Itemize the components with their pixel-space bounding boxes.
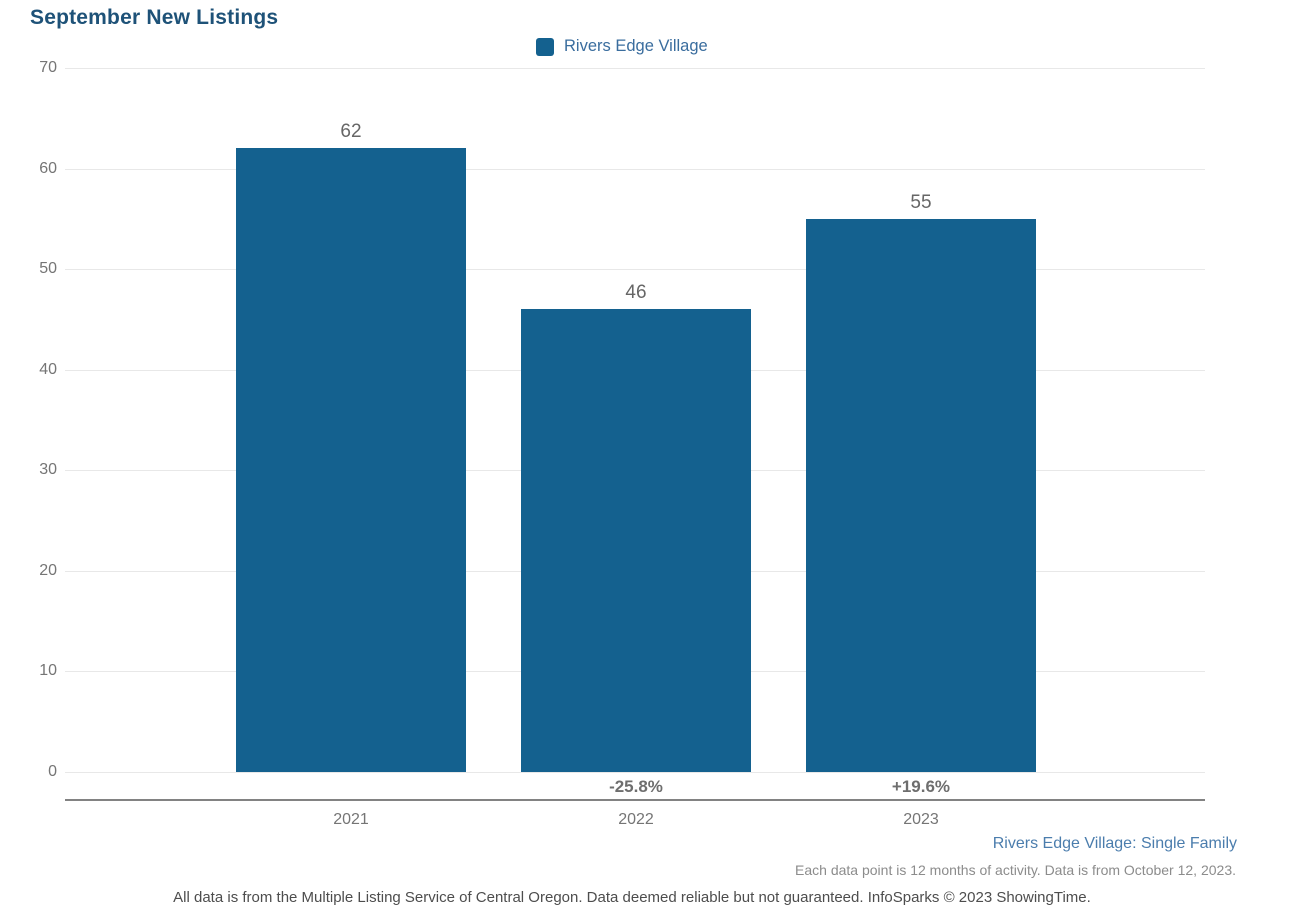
gridline-50 [65, 269, 1205, 271]
data-note: Each data point is 12 months of activity… [795, 862, 1236, 878]
y-tick-label-40: 40 [39, 360, 57, 378]
x-tick-label-2022: 2022 [618, 811, 654, 828]
pct-change-2023: +19.6% [891, 777, 951, 796]
y-tick-label-50: 50 [39, 260, 57, 278]
x-axis-line [65, 799, 1205, 801]
x-tick-label-2023: 2023 [903, 811, 939, 828]
legend-swatch-icon [536, 37, 554, 56]
bar-value-2023: 55 [910, 191, 932, 213]
disclaimer: All data is from the Multiple Listing Se… [173, 889, 1091, 906]
y-tick-label-30: 30 [39, 461, 57, 479]
chart-title: September New Listings [30, 6, 279, 29]
y-tick-label-20: 20 [39, 561, 57, 579]
segment-label: Rivers Edge Village: Single Family [992, 835, 1237, 852]
y-tick-label-10: 10 [39, 662, 57, 680]
bar-2023[interactable] [806, 218, 1036, 772]
y-tick-label-0: 0 [48, 763, 57, 780]
x-tick-label-2021: 2021 [333, 811, 369, 828]
legend-label: Rivers Edge Village [564, 37, 708, 55]
gridline-0 [65, 772, 1205, 773]
y-tick-label-70: 70 [39, 59, 57, 76]
gridline-70 [65, 68, 1205, 69]
pct-change-2022: -25.8% [609, 777, 663, 796]
legend-item-rivers-edge-village[interactable]: Rivers Edge Village [536, 37, 708, 56]
bar-2022[interactable] [521, 309, 751, 772]
bar-2021[interactable] [236, 148, 466, 772]
bar-value-2022: 46 [625, 282, 647, 304]
gridline-60 [65, 168, 1205, 170]
bar-value-2021: 62 [340, 121, 362, 143]
y-tick-label-60: 60 [39, 159, 57, 177]
